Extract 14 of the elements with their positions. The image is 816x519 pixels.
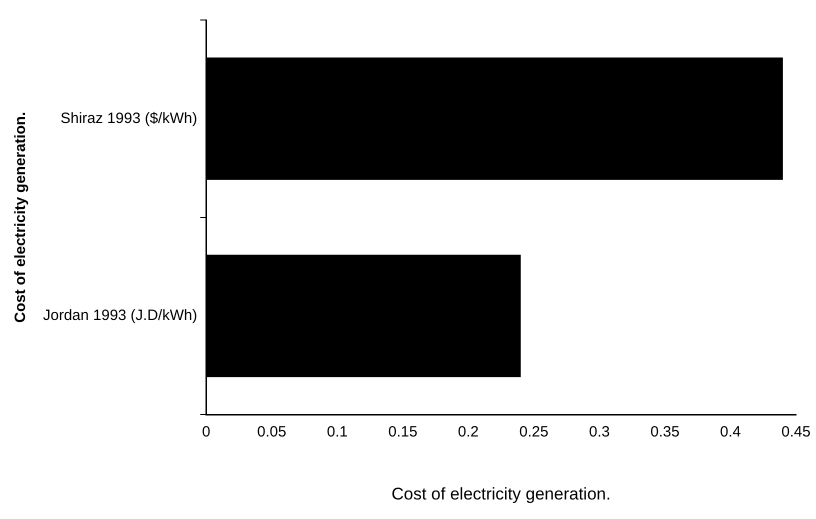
- x-tick-label: 0.25: [519, 424, 548, 441]
- x-tick-label: 0.4: [720, 424, 741, 441]
- x-tick-label: 0.2: [458, 424, 479, 441]
- x-tick-label: 0.35: [650, 424, 680, 441]
- x-tick-label: 0.3: [588, 424, 610, 441]
- x-tick-label: 0.15: [388, 424, 418, 441]
- y-axis-title: Cost of electricity generation.: [12, 112, 30, 323]
- y-tick-label: Shiraz 1993 ($/kWh): [60, 110, 198, 127]
- x-tick-label: 0.05: [257, 424, 286, 441]
- x-tick-label: 0.1: [326, 424, 348, 441]
- x-tick-label: 0: [202, 424, 210, 441]
- x-axis-title: Cost of electricity generation.: [392, 484, 611, 504]
- y-tick-label: Jordan 1993 (J.D/kWh): [42, 307, 198, 324]
- x-tick-label: 0.45: [781, 424, 811, 441]
